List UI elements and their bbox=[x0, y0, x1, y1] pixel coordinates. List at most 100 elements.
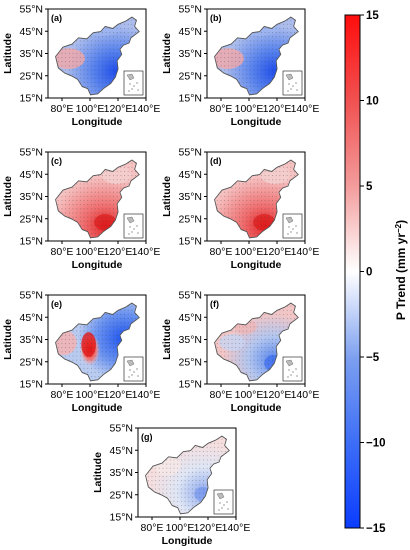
y-axis-label: Latitude bbox=[92, 452, 104, 493]
colorbar-ticks: 15 10 5 0 −5 −10 −15 bbox=[360, 10, 386, 535]
south-china-sea-inset bbox=[282, 70, 303, 96]
y-tick-label: 55°N bbox=[179, 147, 202, 159]
x-tick-label: 140°E bbox=[291, 103, 320, 115]
y-axis-label: Latitude bbox=[161, 33, 173, 74]
south-china-sea-inset bbox=[213, 489, 234, 515]
y-tick-label: 45°N bbox=[20, 312, 43, 324]
country-border bbox=[55, 16, 140, 96]
x-tick-label: 80°E bbox=[51, 246, 74, 258]
colorbar-tick-label: −15 bbox=[366, 523, 386, 535]
x-tick-label: 100°E bbox=[235, 103, 264, 115]
colorbar-tick-label: 0 bbox=[366, 267, 372, 279]
x-tick-label: 80°E bbox=[141, 522, 164, 534]
panel-label: (d) bbox=[210, 156, 222, 166]
colorbar-gradient bbox=[344, 14, 361, 529]
y-tick-label: 35°N bbox=[20, 191, 43, 203]
y-tick-label: 35°N bbox=[20, 334, 43, 346]
map-panel-b: (b) 55°N 45°N 35°N 25°N 15°N 80°E 100°E 120°E 140… bbox=[161, 4, 319, 129]
x-tick-label: 140°E bbox=[291, 389, 320, 401]
colorbar-tick-label: 5 bbox=[366, 181, 373, 193]
x-tick-label: 100°E bbox=[76, 246, 105, 258]
y-tick-label: 25°N bbox=[179, 213, 202, 225]
colorbar-tick-label: 10 bbox=[366, 96, 379, 108]
x-tick-label: 140°E bbox=[132, 246, 161, 258]
y-tick-label: 55°N bbox=[179, 4, 202, 16]
y-tick-label: 45°N bbox=[20, 26, 43, 38]
y-tick-label: 25°N bbox=[179, 356, 202, 368]
y-tick-label: 15°N bbox=[20, 93, 43, 105]
x-axis-label: Longitude bbox=[72, 116, 123, 128]
x-tick-label: 140°E bbox=[222, 522, 251, 534]
x-tick-label: 100°E bbox=[166, 522, 195, 534]
country-border bbox=[55, 302, 140, 382]
map-panels: (a)55°N45°N35°N25°N15°N80°E 100°E 120°E 140… bbox=[2, 4, 319, 548]
y-tick-label: 15°N bbox=[110, 512, 133, 524]
x-tick-label: 80°E bbox=[51, 103, 74, 115]
x-tick-label: 100°E bbox=[235, 389, 264, 401]
y-tick-label: 15°N bbox=[20, 236, 43, 248]
colorbar-title-sup: −2 bbox=[394, 223, 403, 233]
panel-label: (c) bbox=[51, 156, 62, 166]
colorbar-tick-label: −10 bbox=[366, 438, 386, 450]
y-tick-label: 15°N bbox=[179, 236, 202, 248]
x-axis-label: Longitude bbox=[231, 402, 282, 414]
x-axis-label: Longitude bbox=[231, 116, 282, 128]
y-tick-label: 35°N bbox=[179, 48, 202, 60]
map-panel-c: (c) 55°N 45°N 35°N 25°N 15°N 80°E 100°E 120°E 140… bbox=[2, 147, 160, 272]
x-tick-label: 80°E bbox=[210, 103, 233, 115]
panel-label: (a) bbox=[51, 13, 62, 23]
y-axis-label: Latitude bbox=[2, 33, 14, 74]
y-tick-label: 45°N bbox=[110, 445, 133, 457]
x-tick-label: 120°E bbox=[263, 246, 292, 258]
x-tick-label: 120°E bbox=[263, 103, 292, 115]
x-tick-label: 140°E bbox=[132, 103, 161, 115]
colorbar: 15 10 5 0 −5 −10 −15 P Trend (mm yr−2) bbox=[344, 10, 409, 535]
colorbar-tick-label: −5 bbox=[366, 352, 380, 364]
panel-label: (f) bbox=[210, 299, 219, 309]
y-tick-label: 25°N bbox=[20, 356, 43, 368]
country-border bbox=[145, 435, 230, 515]
map-panel-a: (a) 55°N 45°N 35°N 25°N 15°N 80°E 100°E 120°E 140… bbox=[2, 4, 160, 129]
y-tick-label: 55°N bbox=[20, 147, 43, 159]
y-axis-label: Latitude bbox=[2, 319, 14, 360]
x-tick-label: 140°E bbox=[132, 389, 161, 401]
x-tick-label: 140°E bbox=[291, 246, 320, 258]
y-tick-label: 55°N bbox=[20, 4, 43, 16]
y-tick-label: 45°N bbox=[179, 26, 202, 38]
x-tick-label: 120°E bbox=[194, 522, 223, 534]
y-tick-label: 25°N bbox=[179, 70, 202, 82]
y-tick-label: 15°N bbox=[179, 379, 202, 391]
south-china-sea-inset bbox=[282, 213, 303, 239]
colorbar-tick-label: 15 bbox=[366, 10, 379, 22]
map-panel-g: (g) 55°N 45°N 35°N 25°N 15°N 80°E 100°E 120°E 140… bbox=[92, 423, 250, 548]
country-border bbox=[214, 302, 299, 382]
x-tick-label: 80°E bbox=[51, 389, 74, 401]
x-tick-label: 100°E bbox=[235, 246, 264, 258]
x-tick-label: 120°E bbox=[104, 389, 133, 401]
x-tick-label: 120°E bbox=[263, 389, 292, 401]
south-china-sea-inset bbox=[123, 356, 144, 382]
south-china-sea-inset bbox=[123, 213, 144, 239]
x-tick-label: 120°E bbox=[104, 103, 133, 115]
y-tick-label: 15°N bbox=[20, 379, 43, 391]
y-tick-label: 55°N bbox=[20, 290, 43, 302]
y-tick-label: 25°N bbox=[20, 70, 43, 82]
panel-label: (e) bbox=[51, 299, 62, 309]
y-tick-label: 35°N bbox=[179, 191, 202, 203]
south-china-sea-inset bbox=[282, 356, 303, 382]
colorbar-title-end: ) bbox=[394, 220, 408, 224]
y-axis-label: Latitude bbox=[161, 176, 173, 217]
country-border bbox=[55, 159, 140, 239]
x-axis-label: Longitude bbox=[72, 259, 123, 271]
map-panel-f: (f) 55°N 45°N 35°N 25°N 15°N 80°E 100°E 120°E 140… bbox=[161, 290, 319, 415]
y-axis-label: Latitude bbox=[2, 176, 14, 217]
x-axis-label: Longitude bbox=[231, 259, 282, 271]
y-tick-label: 55°N bbox=[179, 290, 202, 302]
y-tick-label: 35°N bbox=[179, 334, 202, 346]
x-tick-label: 80°E bbox=[210, 389, 233, 401]
x-tick-label: 100°E bbox=[76, 103, 105, 115]
y-tick-label: 45°N bbox=[179, 169, 202, 181]
y-axis-label: Latitude bbox=[161, 319, 173, 360]
colorbar-title: P Trend (mm yr−2) bbox=[394, 220, 409, 320]
